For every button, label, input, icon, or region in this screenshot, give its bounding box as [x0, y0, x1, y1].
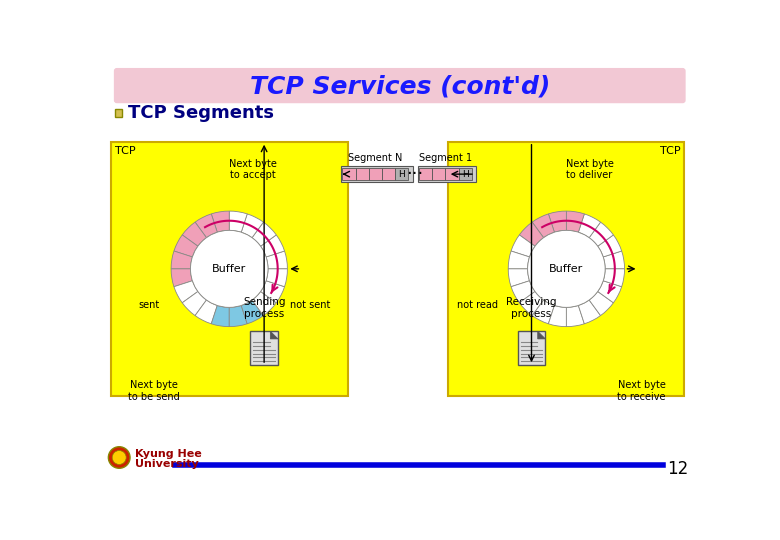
Text: TCP Services (cont'd): TCP Services (cont'd)	[250, 75, 550, 98]
Wedge shape	[261, 235, 285, 257]
Wedge shape	[519, 292, 544, 315]
Bar	[250, 331, 278, 365]
Wedge shape	[229, 211, 247, 232]
Text: Segment N: Segment N	[348, 153, 402, 164]
Wedge shape	[566, 211, 584, 232]
Wedge shape	[266, 269, 287, 287]
Circle shape	[527, 231, 605, 307]
Bar	[419, 168, 432, 180]
Wedge shape	[229, 306, 247, 327]
Text: sent: sent	[138, 300, 159, 309]
Wedge shape	[578, 300, 601, 324]
Bar	[369, 168, 382, 180]
Bar	[382, 168, 395, 180]
Wedge shape	[174, 235, 198, 257]
Circle shape	[112, 450, 126, 464]
Text: not read: not read	[457, 300, 498, 309]
Wedge shape	[261, 281, 285, 303]
Wedge shape	[532, 300, 555, 324]
FancyBboxPatch shape	[115, 69, 685, 103]
Polygon shape	[537, 331, 545, 339]
Wedge shape	[211, 211, 229, 232]
Text: Receiving
process: Receiving process	[506, 298, 557, 319]
Text: Segment 1: Segment 1	[419, 153, 472, 164]
Wedge shape	[183, 292, 207, 315]
Wedge shape	[195, 214, 218, 238]
Wedge shape	[578, 214, 601, 238]
Wedge shape	[174, 281, 198, 303]
Wedge shape	[252, 222, 276, 246]
Text: 12: 12	[667, 460, 688, 478]
Text: not sent: not sent	[290, 300, 331, 309]
Wedge shape	[195, 300, 218, 324]
Bar	[445, 168, 459, 180]
Polygon shape	[271, 331, 278, 339]
Text: Buffer: Buffer	[212, 264, 246, 274]
Wedge shape	[266, 251, 287, 269]
Text: Sending
process: Sending process	[243, 298, 285, 319]
Wedge shape	[241, 214, 264, 238]
Wedge shape	[597, 281, 622, 303]
Text: Next byte
to be send: Next byte to be send	[128, 381, 180, 402]
Wedge shape	[589, 292, 613, 315]
Wedge shape	[589, 222, 613, 246]
Wedge shape	[171, 269, 193, 287]
Bar	[342, 168, 356, 180]
Wedge shape	[603, 251, 625, 269]
Wedge shape	[597, 235, 622, 257]
Text: TCP: TCP	[115, 146, 136, 156]
Wedge shape	[603, 269, 625, 287]
Bar	[341, 166, 413, 182]
Bar	[112, 142, 348, 396]
Circle shape	[190, 231, 268, 307]
Text: Next byte
to receive: Next byte to receive	[617, 381, 666, 402]
Text: TCP: TCP	[660, 146, 680, 156]
Wedge shape	[548, 211, 566, 232]
Text: H: H	[462, 170, 469, 179]
Wedge shape	[511, 281, 535, 303]
Text: Next byte
to accept: Next byte to accept	[229, 159, 276, 180]
Bar	[395, 168, 408, 180]
Bar	[417, 166, 477, 182]
Text: University: University	[135, 458, 198, 469]
Wedge shape	[171, 251, 193, 269]
Text: H: H	[399, 170, 405, 179]
Text: Buffer: Buffer	[549, 264, 583, 274]
Bar	[518, 331, 545, 365]
Wedge shape	[532, 214, 555, 238]
Wedge shape	[183, 222, 207, 246]
Bar	[115, 110, 122, 117]
Text: ···: ···	[406, 165, 423, 183]
Wedge shape	[511, 235, 535, 257]
Text: Kyung Hee: Kyung Hee	[135, 449, 201, 458]
Circle shape	[108, 447, 130, 468]
Text: TCP Segments: TCP Segments	[129, 104, 275, 122]
Bar	[448, 142, 684, 396]
Wedge shape	[211, 306, 229, 327]
Wedge shape	[519, 222, 544, 246]
Bar	[356, 168, 369, 180]
Bar	[432, 168, 445, 180]
Wedge shape	[566, 306, 584, 327]
Wedge shape	[548, 306, 566, 327]
Text: Next byte
to deliver: Next byte to deliver	[566, 159, 614, 180]
Bar	[459, 168, 472, 180]
Wedge shape	[241, 300, 264, 324]
Wedge shape	[509, 269, 530, 287]
Wedge shape	[252, 292, 276, 315]
Wedge shape	[509, 251, 530, 269]
